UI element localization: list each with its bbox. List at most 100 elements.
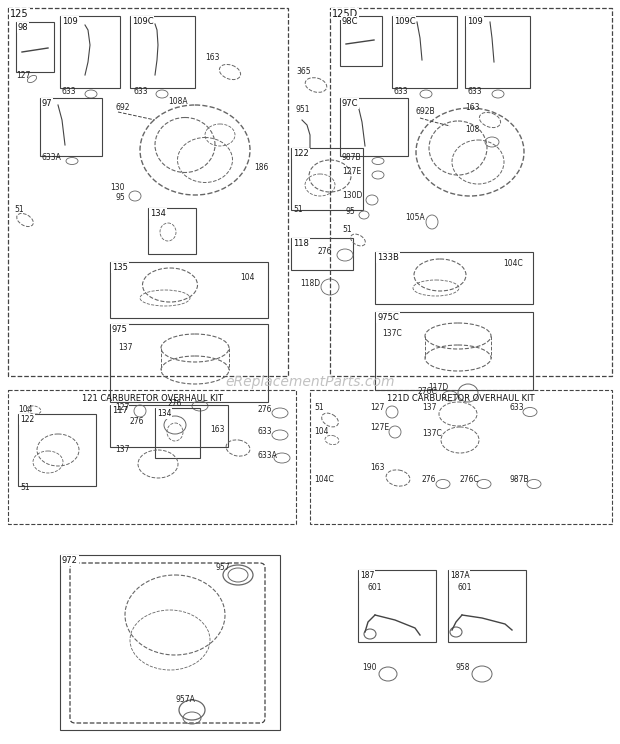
Text: 122: 122 [293,149,309,158]
Text: 187A: 187A [450,571,469,580]
Text: 137: 137 [118,344,133,353]
Bar [110,262,268,318]
Text: 51: 51 [293,205,303,214]
Bar [40,98,102,156]
Text: 104C: 104C [503,260,523,269]
Text: 137C: 137C [422,429,441,438]
Bar [155,408,200,458]
Bar [448,570,526,642]
Text: eReplacementParts.com: eReplacementParts.com [225,375,395,389]
Text: 633: 633 [510,403,525,412]
Text: 137C: 137C [382,330,402,339]
Bar [465,16,530,88]
Bar [340,98,408,156]
Text: 122: 122 [20,415,34,424]
Text: 104C: 104C [314,475,334,484]
Text: 633: 633 [258,428,273,437]
Text: 118: 118 [293,239,309,248]
Text: 163: 163 [210,426,224,434]
Text: 276: 276 [130,417,144,426]
Text: 633: 633 [467,86,482,95]
Text: 633A: 633A [258,451,278,460]
Text: 127E: 127E [342,167,361,176]
Bar [60,16,120,88]
Text: 109C: 109C [132,17,154,26]
Text: 104: 104 [314,428,329,437]
Text: 276C: 276C [460,475,480,484]
Text: 163: 163 [205,54,219,62]
Bar [60,555,280,730]
Text: 127: 127 [115,403,130,412]
Text: 130D: 130D [342,191,362,200]
Text: 95: 95 [345,208,355,217]
Bar [392,16,457,88]
Bar [18,414,96,486]
Text: 958: 958 [456,664,471,673]
Text: 108A: 108A [168,97,188,106]
Text: 633: 633 [394,86,409,95]
Text: 109: 109 [467,17,483,26]
Text: 365: 365 [296,68,311,77]
Text: 135: 135 [112,263,128,272]
Text: 951: 951 [296,106,311,115]
Text: 95: 95 [115,193,125,202]
Text: 137: 137 [422,403,436,412]
Text: 163: 163 [370,464,384,472]
Text: 186: 186 [254,164,268,173]
Text: 276: 276 [168,399,182,408]
Text: 187: 187 [360,571,374,580]
Bar [375,312,533,390]
Text: 692B: 692B [415,107,435,117]
Text: 109C: 109C [394,17,415,26]
Text: 121D CARBURETOR OVERHAUL KIT: 121D CARBURETOR OVERHAUL KIT [388,394,534,403]
Text: 97C: 97C [342,99,358,108]
Text: 137: 137 [115,446,130,455]
Text: 975C: 975C [377,313,399,322]
Bar [16,22,54,72]
Text: 121 CARBURETOR OVERHAUL KIT: 121 CARBURETOR OVERHAUL KIT [81,394,223,403]
Bar [8,390,296,524]
Text: 130: 130 [110,184,125,193]
Text: 109: 109 [62,17,78,26]
Text: 190: 190 [362,664,376,673]
Bar [330,8,612,376]
Text: 276: 276 [258,405,273,414]
Text: 633A: 633A [42,153,62,162]
Text: 51: 51 [14,205,24,214]
Text: 51: 51 [20,484,30,493]
Text: 133B: 133B [377,253,399,262]
Text: 118D: 118D [300,280,320,289]
Text: 633: 633 [62,86,77,95]
Bar [291,238,353,270]
Text: 104: 104 [240,274,254,283]
Text: 125: 125 [10,9,29,19]
Bar [340,16,382,66]
Text: 276: 276 [318,248,332,257]
Bar [110,324,268,402]
Text: 51: 51 [314,403,324,412]
Text: 276C: 276C [418,388,438,397]
Text: 276: 276 [422,475,436,484]
Text: 972: 972 [62,556,78,565]
Text: 127: 127 [370,403,384,412]
Text: 163: 163 [465,103,479,112]
Bar [358,570,436,642]
Text: 127: 127 [16,71,30,80]
Text: 601: 601 [368,583,383,592]
Text: 987B: 987B [510,475,529,484]
Text: 633: 633 [133,86,148,95]
Bar [8,8,288,376]
Text: 105A: 105A [405,214,425,222]
Bar [291,148,363,210]
Bar [110,405,228,447]
Text: 117D: 117D [428,383,448,393]
Bar [375,252,533,304]
Text: 108: 108 [465,126,479,135]
Text: 117: 117 [112,406,128,415]
Text: 97: 97 [42,99,53,108]
Bar [310,390,612,524]
Text: 692: 692 [115,103,130,112]
Text: 975: 975 [112,325,128,334]
Text: 104: 104 [18,405,32,414]
Bar [148,208,196,254]
